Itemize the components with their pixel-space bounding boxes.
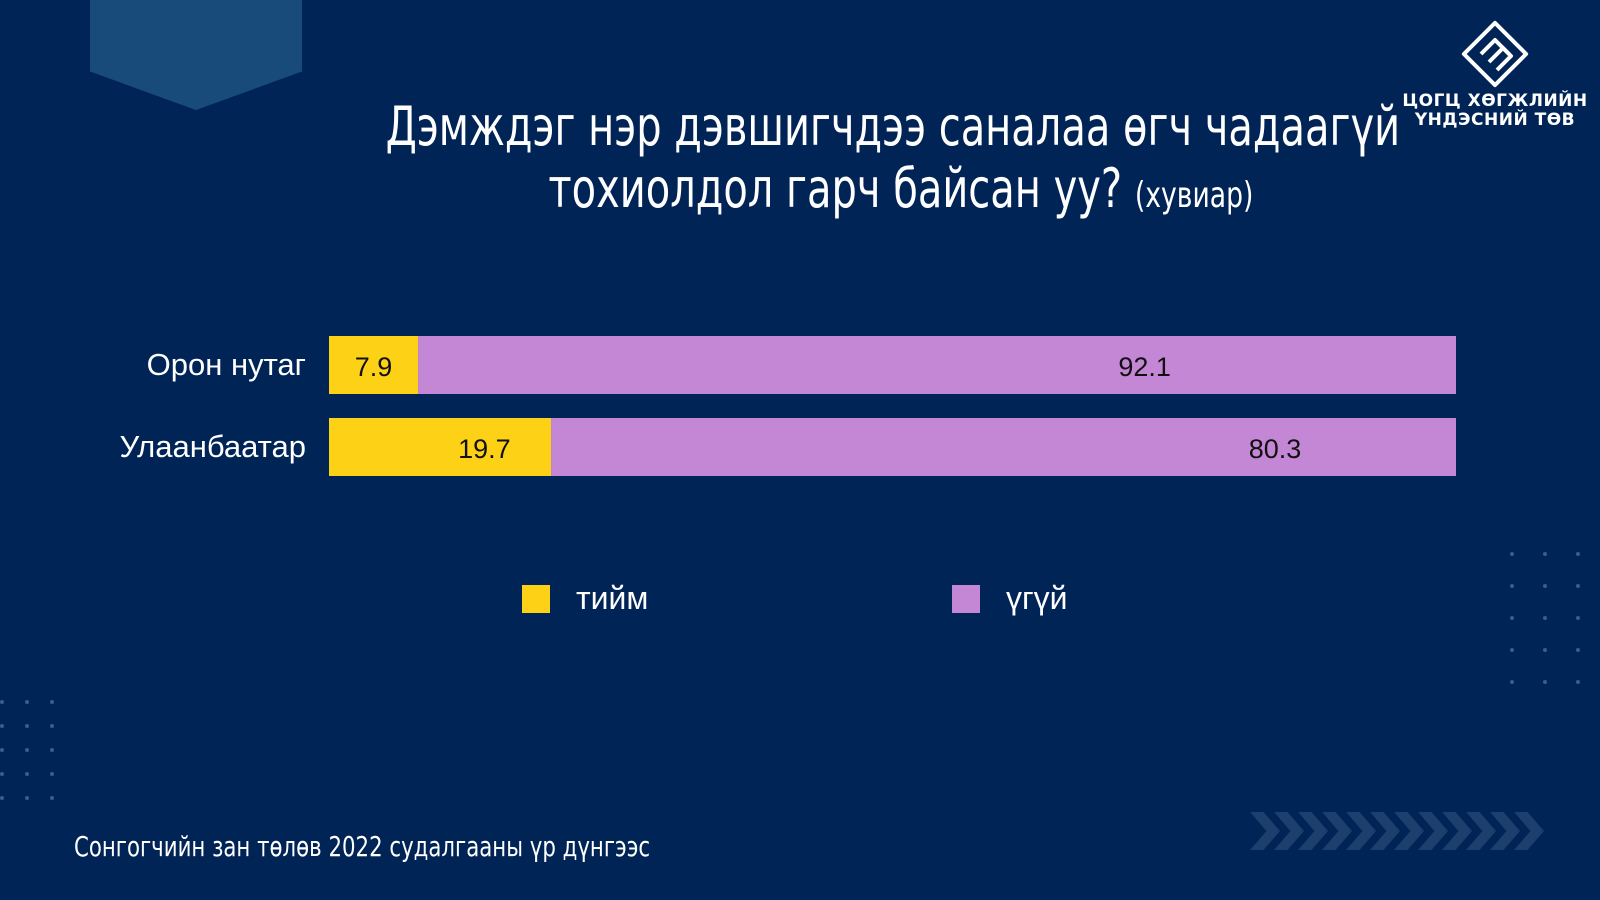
category-label: Орон нутаг [147,347,306,382]
decorative-tab [90,0,302,110]
legend-item-yes: тийм [522,580,648,617]
title-unit: (хувиар) [1134,175,1254,216]
bar-segment [329,418,552,476]
bar-segment [418,336,1457,394]
title-line-2: тохиолдол гарч байсан уу? (хувиар) [386,157,1253,227]
data-label: 80.3 [1249,434,1302,464]
data-label: 92.1 [1118,352,1171,382]
chart-title: Дэмждэг нэр дэвшигчдээ саналаа өгч чадаа… [385,95,1401,227]
data-label: 7.9 [355,352,393,382]
source-note: Сонгогчийн зан төлөв 2022 судалгааны үр … [74,830,651,863]
category-label: Улаанбаатар [120,429,306,464]
logo-line-2: ҮНДЭСНИЙ ТӨВ [1414,110,1576,130]
title-line-1: Дэмждэг нэр дэвшигчдээ саналаа өгч чадаа… [385,95,1401,158]
logo-text: ЦОГЦ ХӨГЖЛИЙН ҮНДЭСНИЙ ТӨВ [1395,92,1595,130]
legend-item-no: үгүй [952,580,1068,617]
decorative-chevrons [1250,812,1544,850]
legend-swatch-no [952,584,980,613]
logo-line-1: ЦОГЦ ХӨГЖЛИЙН [1402,91,1588,111]
legend-label-yes: тийм [576,580,649,616]
data-label: 19.7 [458,434,511,464]
stacked-bar-chart: Орон нутаг 7.9 92.1 Улаанбаатар 19.7 80.3 [120,336,1457,476]
legend-label-no: үгүй [1006,580,1068,616]
logo: ЦОГЦ ХӨГЖЛИЙН ҮНДЭСНИЙ ТӨВ [1395,18,1595,138]
bar-segment [329,336,419,394]
diamond-logo-icon [1461,20,1529,88]
bar-segment [551,418,1456,476]
title-question: тохиолдол гарч байсан уу? [548,157,1123,220]
legend-swatch-yes [522,584,550,613]
